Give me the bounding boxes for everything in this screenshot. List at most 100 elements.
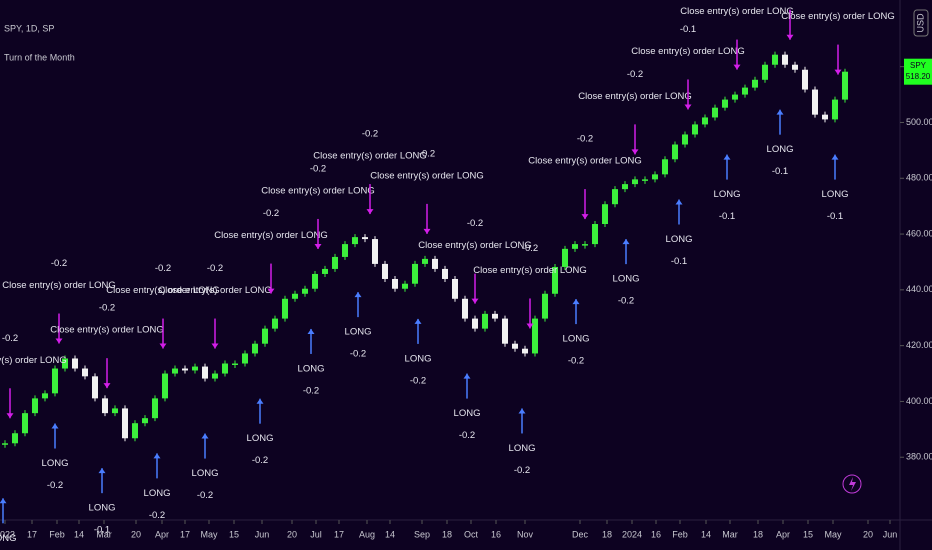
long-arrow-head <box>307 328 315 334</box>
candle <box>282 298 288 319</box>
long-arrow-head <box>518 408 526 414</box>
candle <box>752 79 758 88</box>
y-tick-label: 500.00 <box>906 117 932 127</box>
x-tick-label: Oct <box>464 529 479 539</box>
candle <box>52 368 58 394</box>
long-label: LONG <box>563 334 590 345</box>
alert-icon[interactable] <box>842 474 862 494</box>
candle <box>62 358 68 369</box>
candle <box>812 89 818 115</box>
candle <box>712 107 718 118</box>
close-label: Close entry(s) order LONG <box>578 91 692 102</box>
candle <box>342 244 348 257</box>
long-label: LONG <box>454 408 481 419</box>
candle <box>82 368 88 377</box>
candle <box>212 373 218 379</box>
candle <box>132 423 138 439</box>
candle <box>2 443 8 445</box>
long-qty: -0.2 <box>149 510 165 521</box>
candle <box>672 144 678 160</box>
long-arrow-head <box>723 154 731 160</box>
long-label: LONG <box>509 443 536 454</box>
long-qty: -0.1 <box>671 256 687 267</box>
x-tick-label: 14 <box>701 529 711 539</box>
candle <box>582 244 588 246</box>
close-qty: -0.2 <box>155 263 171 274</box>
candle <box>662 159 668 175</box>
candle <box>102 398 108 414</box>
x-tick-label: 2024 <box>622 529 642 539</box>
long-qty: -0.2 <box>350 349 366 360</box>
close-qty: -0.2 <box>263 208 279 219</box>
long-qty: -0.2 <box>197 490 213 501</box>
long-label: LONG <box>144 488 171 499</box>
x-tick-label: Nov <box>517 529 534 539</box>
close-arrow-head <box>159 343 167 349</box>
long-arrow-head <box>622 239 630 245</box>
close-label: Close entry(s) order LONG <box>261 185 375 196</box>
long-arrow-head <box>201 433 209 439</box>
currency-box[interactable] <box>913 9 929 37</box>
long-qty: -0.2 <box>514 465 530 476</box>
x-tick-label: 14 <box>385 529 395 539</box>
x-tick-label: 14 <box>74 529 84 539</box>
close-arrow-head <box>631 149 639 155</box>
close-label: Close entry(s) order LONG <box>158 285 272 296</box>
close-label: Close entry(s) order LONG <box>473 265 587 276</box>
x-tick-label: Jul <box>310 529 322 539</box>
candle <box>632 179 638 185</box>
close-qty: -0.2 <box>362 129 378 140</box>
close-label: Close entry(s) order LONG <box>214 230 328 241</box>
long-arrow-head <box>51 423 59 429</box>
close-label: Close entry(s) order LONG <box>631 46 745 57</box>
candle <box>722 99 728 108</box>
x-tick-label: 18 <box>442 529 452 539</box>
long-label: LONG <box>822 189 849 200</box>
candle <box>152 398 158 419</box>
candle <box>592 224 598 245</box>
candle <box>112 408 118 414</box>
candle <box>162 373 168 399</box>
close-label: Close entry(s) order LONG <box>0 355 67 366</box>
close-label: Close entry(s) order LONG <box>680 6 794 17</box>
candle <box>32 398 38 414</box>
candle <box>242 353 248 364</box>
x-tick-label: 15 <box>229 529 239 539</box>
x-tick-label: 18 <box>602 529 612 539</box>
close-arrow-head <box>471 298 479 304</box>
long-qty: -0.2 <box>459 430 475 441</box>
candle <box>472 318 478 329</box>
currency: USD <box>915 13 925 33</box>
close-qty: -0.2 <box>577 134 593 145</box>
x-tick-label: 20 <box>131 529 141 539</box>
candle <box>12 433 18 444</box>
long-arrow-head <box>153 453 161 459</box>
x-tick-label: 16 <box>651 529 661 539</box>
long-qty: -0.2 <box>47 480 63 491</box>
long-qty: -0.2 <box>410 375 426 386</box>
long-label: LONG <box>613 274 640 285</box>
long-label: LONG <box>767 144 794 155</box>
candle <box>192 366 198 371</box>
close-qty: -0.2 <box>99 303 115 314</box>
close-label: Close entry(s) order LONG <box>313 151 427 162</box>
candle <box>172 368 178 374</box>
close-arrow-head <box>314 243 322 249</box>
long-qty: -0.2 <box>303 385 319 396</box>
long-arrow-head <box>354 292 362 298</box>
x-tick-label: May <box>200 529 218 539</box>
x-tick-label: May <box>824 529 842 539</box>
close-qty: -0.2 <box>419 148 435 159</box>
close-arrow-head <box>581 214 589 220</box>
y-tick-label: 420.00 <box>906 340 932 350</box>
candle <box>382 263 388 279</box>
candle <box>402 283 408 289</box>
candle <box>682 134 688 145</box>
close-arrow-head <box>423 228 431 234</box>
candle <box>542 293 548 319</box>
close-arrow-head <box>211 343 219 349</box>
close-label: Close entry(s) order LONG <box>528 156 642 167</box>
candle <box>652 174 658 180</box>
candle <box>732 94 738 100</box>
